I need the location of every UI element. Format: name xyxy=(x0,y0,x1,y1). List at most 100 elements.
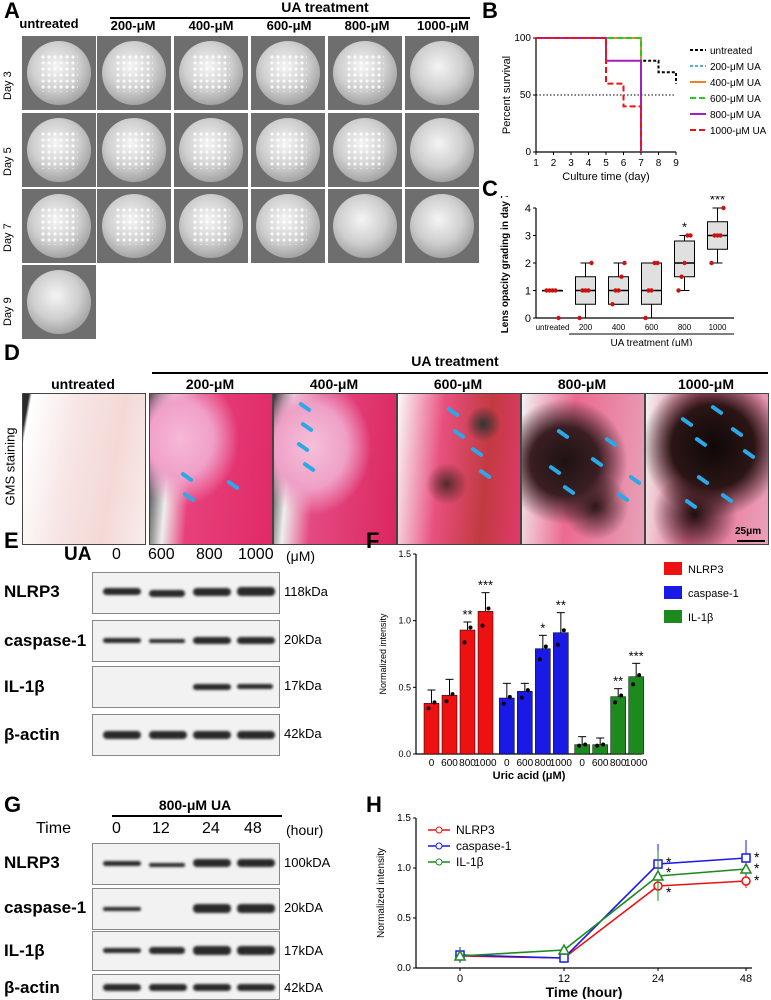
box xyxy=(641,262,662,305)
d-col-200: 200-μM xyxy=(185,376,235,392)
y-tick-label: 50 xyxy=(520,90,532,101)
data-point xyxy=(649,288,654,293)
legend-label: NLRP3 xyxy=(688,564,723,576)
g-row-nlrp3: NLRP3 xyxy=(4,853,60,872)
data-point xyxy=(610,302,615,307)
lens-grid-pattern xyxy=(192,54,230,92)
series-line xyxy=(459,857,747,959)
d-col-untreated: untreated xyxy=(51,376,115,392)
lens-photo xyxy=(97,36,171,110)
significance-star: * xyxy=(666,884,672,900)
d-col-600: 600-μM xyxy=(433,376,483,392)
x-tick-label: 0 xyxy=(429,758,435,769)
col-200: 200-μM xyxy=(110,18,156,33)
lens-grid-pattern xyxy=(115,54,153,92)
lens-grid-pattern xyxy=(269,207,307,245)
lens-photo xyxy=(405,113,479,187)
significance-star: * xyxy=(540,620,545,635)
y-tick-label: 3 xyxy=(525,231,531,243)
marker-square xyxy=(559,953,569,963)
lens-grid-pattern xyxy=(192,207,230,245)
y-tick-label: 0.5 xyxy=(398,682,411,692)
bar xyxy=(499,697,515,755)
data-point xyxy=(450,692,455,697)
bar xyxy=(477,611,494,755)
lens-photo xyxy=(251,113,325,187)
bar xyxy=(628,676,644,755)
y-tick-label: 4 xyxy=(525,203,531,215)
y-tick-label: 1.5 xyxy=(398,549,411,559)
scale-bar xyxy=(737,540,765,542)
data-point xyxy=(432,700,437,705)
panel-label-f: F xyxy=(366,528,380,553)
col-1000: 1000-μM xyxy=(416,18,470,33)
x-tick-label: 800 xyxy=(678,323,692,332)
lens-photo xyxy=(97,113,171,187)
data-point xyxy=(462,640,467,645)
data-point xyxy=(616,288,621,293)
lens-photo xyxy=(251,189,325,263)
g-kda-caspase1: 20kDA xyxy=(284,900,324,915)
data-point xyxy=(507,694,512,699)
legend-label: IL-1β xyxy=(456,855,484,869)
data-point xyxy=(718,233,723,238)
e-row-nlrp3: NLRP3 xyxy=(4,582,60,601)
lens-photo xyxy=(22,113,96,187)
data-point xyxy=(655,260,660,266)
tissue-400 xyxy=(273,393,397,545)
legend-marker xyxy=(435,858,443,866)
x-tick-label: 800 xyxy=(534,758,551,769)
x-tick-label: 1000 xyxy=(550,758,573,769)
panel-label-a: A xyxy=(4,0,20,23)
x-tick-label: 1 xyxy=(533,158,539,169)
panel-label-g: G xyxy=(4,792,22,817)
data-point xyxy=(613,700,618,705)
significance-star: ** xyxy=(462,607,472,622)
panel-label-d: D xyxy=(4,340,20,365)
y-tick-label: 1 xyxy=(525,286,531,298)
day9-label: Day 9 xyxy=(2,297,14,326)
legend-label: 1000-μM UA xyxy=(710,126,767,137)
data-point xyxy=(426,706,431,711)
col-400: 400-μM xyxy=(188,18,234,33)
y-tick-label: 0 xyxy=(525,313,531,325)
series-line xyxy=(459,868,747,957)
lens-grid-pattern xyxy=(40,207,78,245)
panel-label-h: H xyxy=(366,792,382,817)
lens-grid-pattern xyxy=(115,207,153,245)
data-point xyxy=(486,606,491,611)
y-tick-label: 1.0 xyxy=(397,863,411,874)
x-tick-label: 600 xyxy=(441,758,458,769)
data-point xyxy=(631,682,636,687)
bar xyxy=(610,696,626,755)
legend-marker xyxy=(435,842,443,850)
marker-triangle xyxy=(739,862,753,874)
d-col-1000: 1000-μM xyxy=(677,376,735,392)
e-unit: (μM) xyxy=(286,548,316,564)
lens-disc xyxy=(333,194,397,258)
x-tick-label: 400 xyxy=(612,323,626,332)
col-600: 600-μM xyxy=(266,18,312,33)
lens-grid-pattern xyxy=(346,131,384,169)
g-header: 800-μM UA xyxy=(158,797,232,813)
lens-grid-pattern xyxy=(40,131,78,169)
data-point xyxy=(679,274,684,279)
x-axis-title: UA treatment (μM) xyxy=(611,338,693,346)
data-point xyxy=(519,695,524,700)
x-axis-title: Time (hour) xyxy=(546,984,623,999)
e-kda-bactin: 42kDa xyxy=(284,726,322,741)
significance-star: * xyxy=(754,849,760,865)
data-point xyxy=(577,743,582,748)
data-point xyxy=(676,288,681,293)
lens-photo xyxy=(22,189,96,263)
d-col-400: 400-μM xyxy=(309,376,359,392)
data-point xyxy=(525,688,530,693)
scale-bar-label: 25μm xyxy=(735,526,762,537)
panel-label-b: B xyxy=(482,0,498,23)
data-point xyxy=(543,644,548,649)
x-tick-label: 600 xyxy=(645,323,659,332)
legend-label: 400-μM UA xyxy=(710,78,761,89)
g-time-12: 12 xyxy=(152,820,170,837)
tissue-1000 xyxy=(645,393,769,545)
x-tick-label: 3 xyxy=(568,158,574,169)
